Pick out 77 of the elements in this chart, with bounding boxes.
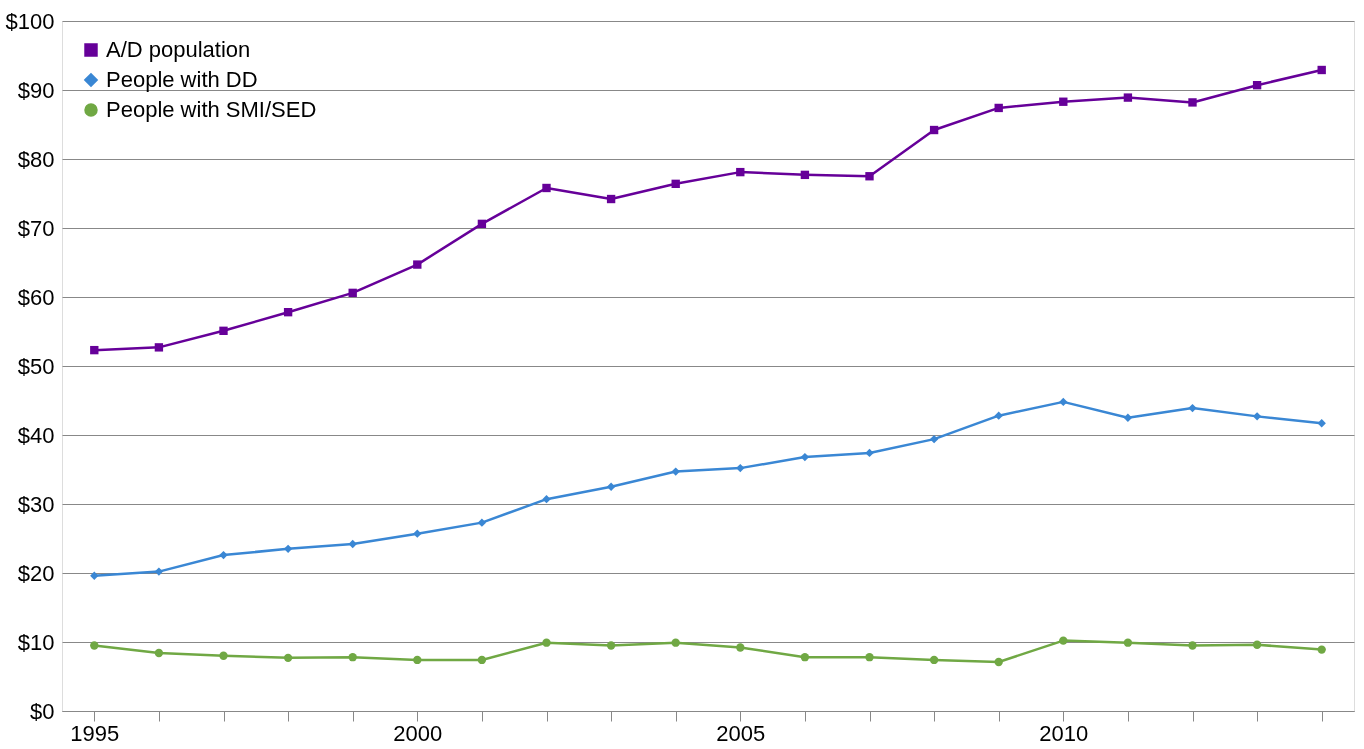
x-tick-label: 2010 <box>1039 720 1089 746</box>
point <box>929 434 939 444</box>
point <box>477 219 487 229</box>
legend-label: A/D population <box>106 37 251 62</box>
point <box>477 518 487 527</box>
point <box>1252 412 1262 421</box>
x-tick-label: 1995 <box>70 720 120 746</box>
point <box>219 550 228 560</box>
point <box>477 655 487 665</box>
point <box>1252 640 1262 649</box>
y-tick-label: $60 <box>17 284 55 310</box>
point <box>90 345 99 355</box>
point <box>413 655 422 665</box>
legend-label: People with DD <box>106 67 258 92</box>
point <box>865 448 874 458</box>
y-tick-label: $0 <box>30 698 55 724</box>
point <box>736 643 745 652</box>
point <box>413 529 422 538</box>
point <box>1059 397 1068 407</box>
y-tick-label: $30 <box>17 491 55 517</box>
point <box>671 467 680 476</box>
y-tick-label: $40 <box>17 422 55 448</box>
point <box>929 125 939 135</box>
point <box>1317 645 1326 654</box>
y-tick-label: $10 <box>17 629 55 655</box>
point <box>606 482 616 491</box>
legend-label: People with SMI/SED <box>106 97 317 122</box>
y-tick-label: $90 <box>17 77 55 103</box>
point <box>736 463 745 473</box>
point <box>283 308 293 317</box>
point <box>606 194 616 204</box>
point <box>1123 93 1133 102</box>
y-tick-label: $20 <box>17 560 55 586</box>
point <box>1188 403 1197 413</box>
point <box>994 411 1003 420</box>
point <box>283 544 293 554</box>
point <box>1123 638 1133 647</box>
point <box>154 567 164 576</box>
point <box>800 653 810 662</box>
y-tick-label: $50 <box>17 353 55 379</box>
point <box>865 172 874 181</box>
point <box>1188 641 1197 650</box>
point <box>1317 65 1326 75</box>
point <box>929 655 939 665</box>
point <box>1123 413 1133 422</box>
y-tick-label: $100 <box>5 8 55 34</box>
point <box>994 103 1003 113</box>
point <box>736 167 745 177</box>
point <box>413 260 422 269</box>
point <box>800 170 810 180</box>
point <box>1059 97 1068 106</box>
point <box>1188 98 1197 107</box>
y-tick-label: $80 <box>17 146 55 172</box>
point <box>542 638 551 647</box>
y-tick-label: $70 <box>17 215 55 241</box>
point <box>606 641 616 650</box>
point <box>219 651 228 660</box>
point <box>1252 80 1262 90</box>
x-tick-label: 2005 <box>716 720 766 746</box>
point <box>348 539 357 549</box>
point <box>542 494 551 504</box>
point <box>154 648 164 658</box>
point <box>154 343 164 352</box>
point <box>1317 419 1326 428</box>
point <box>283 653 293 663</box>
point <box>865 653 874 662</box>
point <box>348 288 357 298</box>
point <box>671 179 680 189</box>
x-tick-label: 2000 <box>393 720 443 746</box>
point <box>219 326 228 335</box>
point <box>90 571 99 580</box>
point <box>348 653 357 662</box>
point <box>671 638 680 647</box>
point <box>1059 636 1068 645</box>
point <box>994 657 1003 667</box>
point <box>90 641 99 650</box>
point <box>542 183 551 193</box>
